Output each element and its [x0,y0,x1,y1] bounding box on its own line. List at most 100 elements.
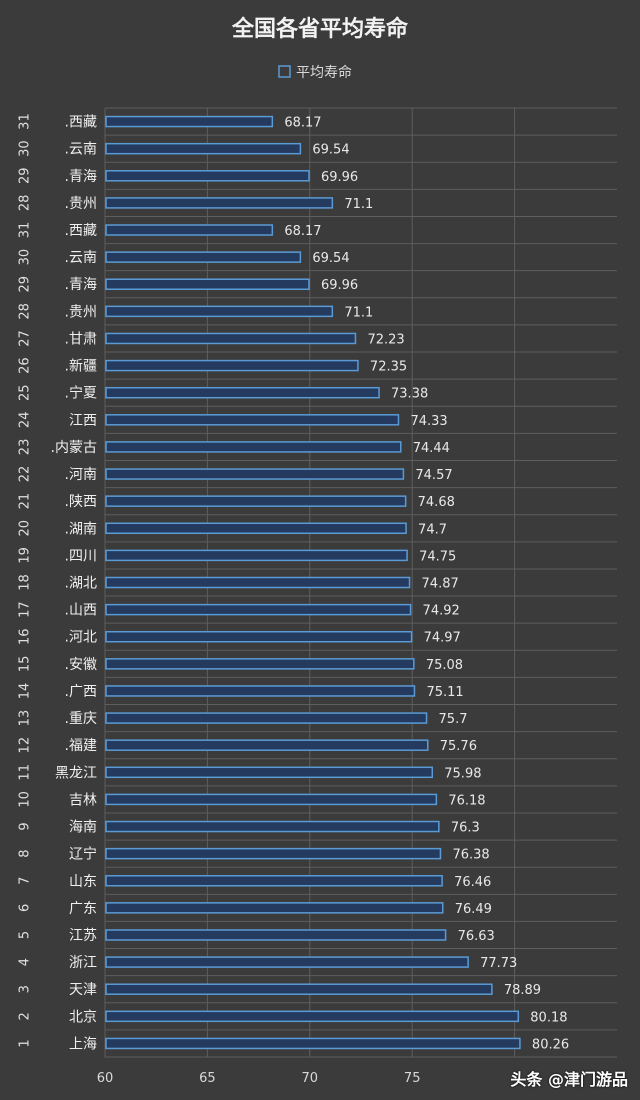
rank-label: 10 [18,791,33,808]
category-label: .贵州 [65,304,97,320]
bar-row: 4 浙江 77.73 [18,955,518,971]
bar [105,875,443,887]
bar [105,739,429,751]
bar-row: 22 .河南 74.57 [18,466,453,483]
rank-label: 23 [18,439,33,456]
rank-label: 11 [18,764,33,781]
rank-label: 14 [18,683,33,700]
rank-label: 9 [18,822,33,830]
rank-label: 12 [18,737,33,754]
bar [105,630,413,643]
bar [105,658,415,670]
data-label: 75.11 [426,685,463,700]
category-label: 海南 [69,820,97,836]
category-label: .青海 [65,169,97,185]
bar-row: 14 .广西 75.11 [18,683,464,700]
bar [105,766,434,779]
category-label: .福建 [65,738,97,754]
bar-row: 3 天津 78.89 [18,982,542,998]
category-label: .山西 [65,603,97,619]
bar [105,332,357,345]
category-label: 浙江 [69,955,97,971]
rank-label: 30 [18,140,33,157]
category-label: 江西 [69,413,97,429]
category-label: .青海 [65,277,97,293]
category-label: 辽宁 [69,846,97,863]
bar-row: 18 .湖北 74.87 [18,574,459,591]
bar-row: 13 .重庆 75.7 [18,710,468,727]
x-tick-label: 75 [404,1071,421,1086]
bar [105,956,469,968]
category-label: .湖南 [65,521,97,537]
bar [105,983,493,995]
rank-label: 17 [18,601,33,618]
rank-label: 7 [18,877,33,885]
bar-row: 29 .青海 69.96 [18,168,359,185]
bar-row: 17 .山西 74.92 [18,601,460,618]
x-tick-label: 70 [302,1071,319,1086]
bar-row: 26 .新疆 72.35 [18,357,408,374]
bar [105,251,302,263]
bar [105,224,274,236]
data-label: 77.73 [480,956,517,971]
bar [105,576,411,589]
bar-row: 30 .云南 69.54 [18,140,350,157]
bar [105,712,428,724]
rank-label: 28 [18,303,33,320]
data-label: 74.92 [423,604,460,619]
bar-row: 6 广东 76.49 [18,901,492,917]
bar-row: 31 .西藏 68.17 [18,222,322,239]
watermark: 头条 @津门游品 [510,1070,628,1089]
category-label: .西藏 [65,223,97,239]
rank-label: 25 [18,384,33,401]
category-label: 天津 [69,982,97,998]
rank-label: 28 [18,195,33,212]
category-label: 黑龙江 [55,765,97,781]
category-label: 广东 [69,901,97,917]
bar-row: 23 .内蒙古 74.44 [18,439,450,456]
data-label: 69.54 [312,251,349,266]
bar-row: 9 海南 76.3 [18,820,480,836]
bar-row: 21 .陕西 74.68 [18,493,455,510]
rank-label: 22 [18,466,33,483]
rank-label: 29 [18,276,33,293]
data-label: 74.75 [419,549,456,564]
data-label: 75.7 [439,712,468,727]
bar-row: 29 .青海 69.96 [18,276,359,293]
bar-row: 12 .福建 75.76 [18,737,477,754]
data-label: 72.23 [367,332,404,347]
category-label: .湖北 [65,576,97,592]
bar-row: 28 .贵州 71.1 [18,195,374,212]
rank-label: 2 [18,1012,33,1020]
x-tick-label: 65 [199,1071,216,1086]
bar-row: 19 .四川 74.75 [18,547,457,564]
category-label: .河北 [65,630,97,646]
category-label: .云南 [65,142,97,158]
rank-label: 19 [18,547,33,564]
data-label: 69.96 [321,278,358,293]
bar [105,929,447,941]
x-axis-ticks: 60 65 70 75 [97,1071,421,1086]
bar-row: 31 .西藏 68.17 [18,113,322,130]
category-label: 吉林 [69,792,97,808]
data-label: 74.7 [418,522,447,537]
data-label: 80.18 [530,1010,567,1025]
bar-row: 11 黑龙江 75.98 [18,764,482,781]
category-label: .广西 [65,684,97,700]
rank-label: 4 [18,958,33,966]
bar-row: 5 江苏 76.63 [18,928,495,944]
rank-label: 3 [18,985,33,993]
data-label: 75.08 [426,658,463,673]
bar-row: 10 吉林 76.18 [18,791,486,808]
legend-label: 平均寿命 [296,64,352,81]
category-label: .西藏 [65,115,97,131]
data-label: 74.97 [424,631,461,646]
rank-label: 6 [18,904,33,912]
data-label: 75.76 [440,739,477,754]
bar [105,522,407,535]
rank-label: 31 [18,222,33,239]
data-label: 76.18 [448,793,485,808]
bar-row: 15 .安徽 75.08 [18,656,464,673]
bar [105,278,310,290]
